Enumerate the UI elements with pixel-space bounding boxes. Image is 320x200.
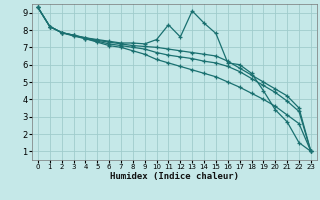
X-axis label: Humidex (Indice chaleur): Humidex (Indice chaleur) (110, 172, 239, 181)
